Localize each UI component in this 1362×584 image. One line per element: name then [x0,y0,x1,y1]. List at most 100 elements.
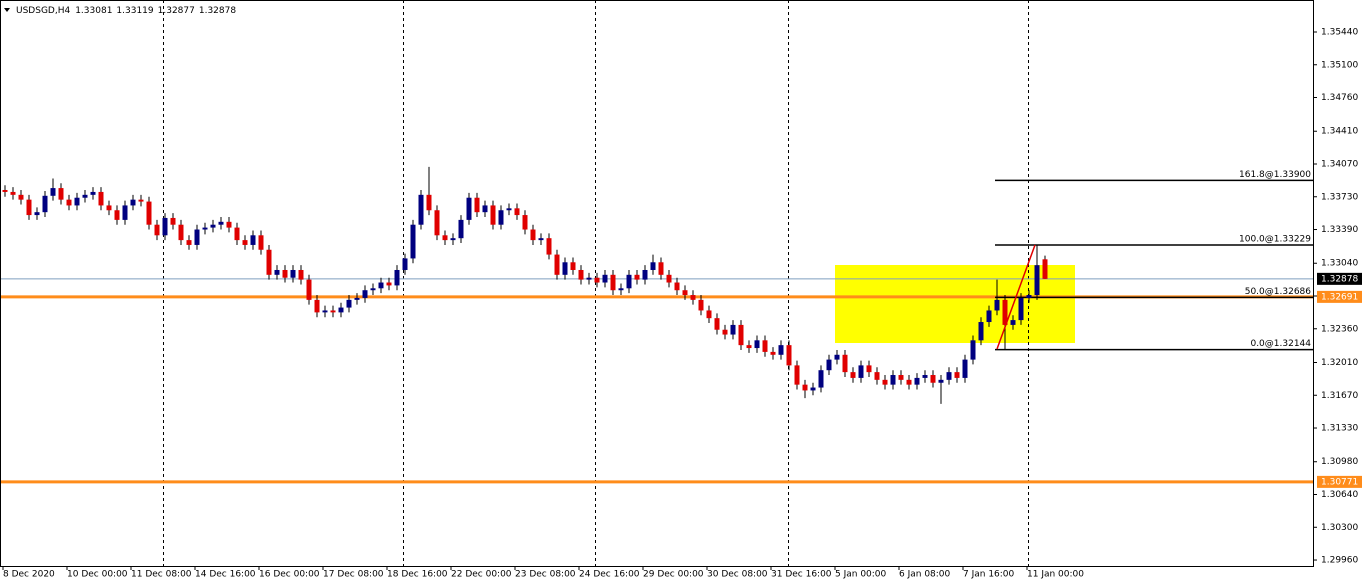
candle-body [858,365,864,378]
candle-body [778,345,784,355]
fib-label: 50.0@1.32686 [1245,287,1312,297]
candle-body [922,375,928,378]
candle-body [394,269,400,286]
candle-body [58,188,64,200]
candle-body [898,375,904,380]
candle-body [66,199,72,206]
candle-body [682,290,688,296]
y-tick-label: 1.34760 [1321,93,1358,103]
candle-body [746,345,752,349]
fib-label: 100.0@1.33229 [1239,235,1311,245]
y-tick-label: 1.32010 [1321,358,1358,368]
candle-body [42,195,48,213]
y-tick-label: 1.33390 [1321,225,1358,235]
x-tick-label: 22 Dec 00:00 [451,570,512,580]
y-tick-label: 1.33730 [1321,192,1358,202]
candle-body [874,372,880,380]
candle-body [626,274,632,289]
x-tick-label: 16 Dec 00:00 [259,570,320,580]
period-separators [163,0,1029,566]
candle-body [90,191,96,195]
candle-body [138,199,144,202]
candle-body [1018,297,1024,321]
candle-body [738,324,744,346]
plot-frame [0,0,1314,567]
candle-body [162,217,168,236]
candle-body [418,194,424,225]
candle-body [226,221,232,228]
header: USDSGD,H4 1.33081 1.33119 1.32877 1.32878 [4,6,236,16]
candle-body [426,194,432,211]
candle-body [130,199,136,206]
candle-body [82,194,88,198]
candle-body [514,208,520,216]
level-box [1317,475,1362,488]
candle-body [938,379,944,383]
candle-body [146,201,152,225]
x-tick-label: 17 Dec 08:00 [323,570,384,580]
candle-body [906,379,912,385]
x-tick-label: 30 Dec 08:00 [707,570,768,580]
candle-body [602,274,608,283]
candle-body [250,235,256,245]
candle-body [970,340,976,360]
x-tick-label: 8 Dec 2020 [3,570,55,580]
candle-body [706,310,712,319]
symbol: USDSGD,H4 [16,6,70,16]
y-tick-label: 1.35100 [1321,60,1358,70]
y-tick-label: 1.35440 [1321,27,1358,37]
y-tick-label: 1.34070 [1321,159,1358,169]
candle-body [322,310,328,313]
fib-label: 0.0@1.32144 [1250,339,1311,349]
candle-body [586,277,592,280]
header-text: USDSGD,H4 1.33081 1.33119 1.32877 1.32878 [16,6,236,16]
candle-body [402,258,408,270]
candle-body [290,269,296,278]
candle-body [770,351,776,355]
candle-body [442,235,448,241]
candle-body [194,229,200,245]
candle-body [866,365,872,373]
candle-body [698,299,704,311]
candle-body [378,282,384,289]
x-tick-label: 29 Dec 00:00 [643,570,704,580]
x-tick-label: 7 Jan 16:00 [963,570,1015,580]
candle-body [26,199,32,216]
candle-body [1010,320,1016,325]
trend-line [996,244,1036,350]
candle-body [474,197,480,213]
open-value: 1.33081 [75,6,112,16]
candle-body [122,205,128,220]
candle-body [266,249,272,275]
candle-body [362,290,368,298]
candle-body [1034,265,1040,296]
candle-body [826,359,832,371]
candle-body [50,188,56,196]
candle-body [410,224,416,259]
candle-body [994,299,1000,311]
candle-body [618,288,624,291]
candle-body [730,324,736,335]
candle-body [522,215,528,230]
candle-body [786,345,792,366]
fib-label: 161.8@1.33900 [1239,170,1311,180]
candle-body [170,217,176,225]
candle-body [210,224,216,228]
candle-body [18,194,24,200]
y-tick-label: 1.30980 [1321,457,1358,467]
axis-layer: 1.35440 1.35100 1.34760 1.34410 1.34070 1.337… [2,27,1362,580]
candle-body [530,229,536,241]
candle-body [570,262,576,270]
x-tick-label: 10 Dec 00:00 [67,570,128,580]
candle-body [722,329,728,335]
x-tick-label: 14 Dec 16:00 [195,570,256,580]
candle-body [314,299,320,313]
candle-body [74,197,80,206]
current-price-label: 1.32878 [1321,274,1358,284]
candle-body [594,277,600,283]
x-tick-label: 23 Dec 08:00 [515,570,576,580]
x-tick-label: 5 Jan 00:00 [835,570,887,580]
y-tick-label: 1.31670 [1321,391,1358,401]
candle-body [578,269,584,280]
